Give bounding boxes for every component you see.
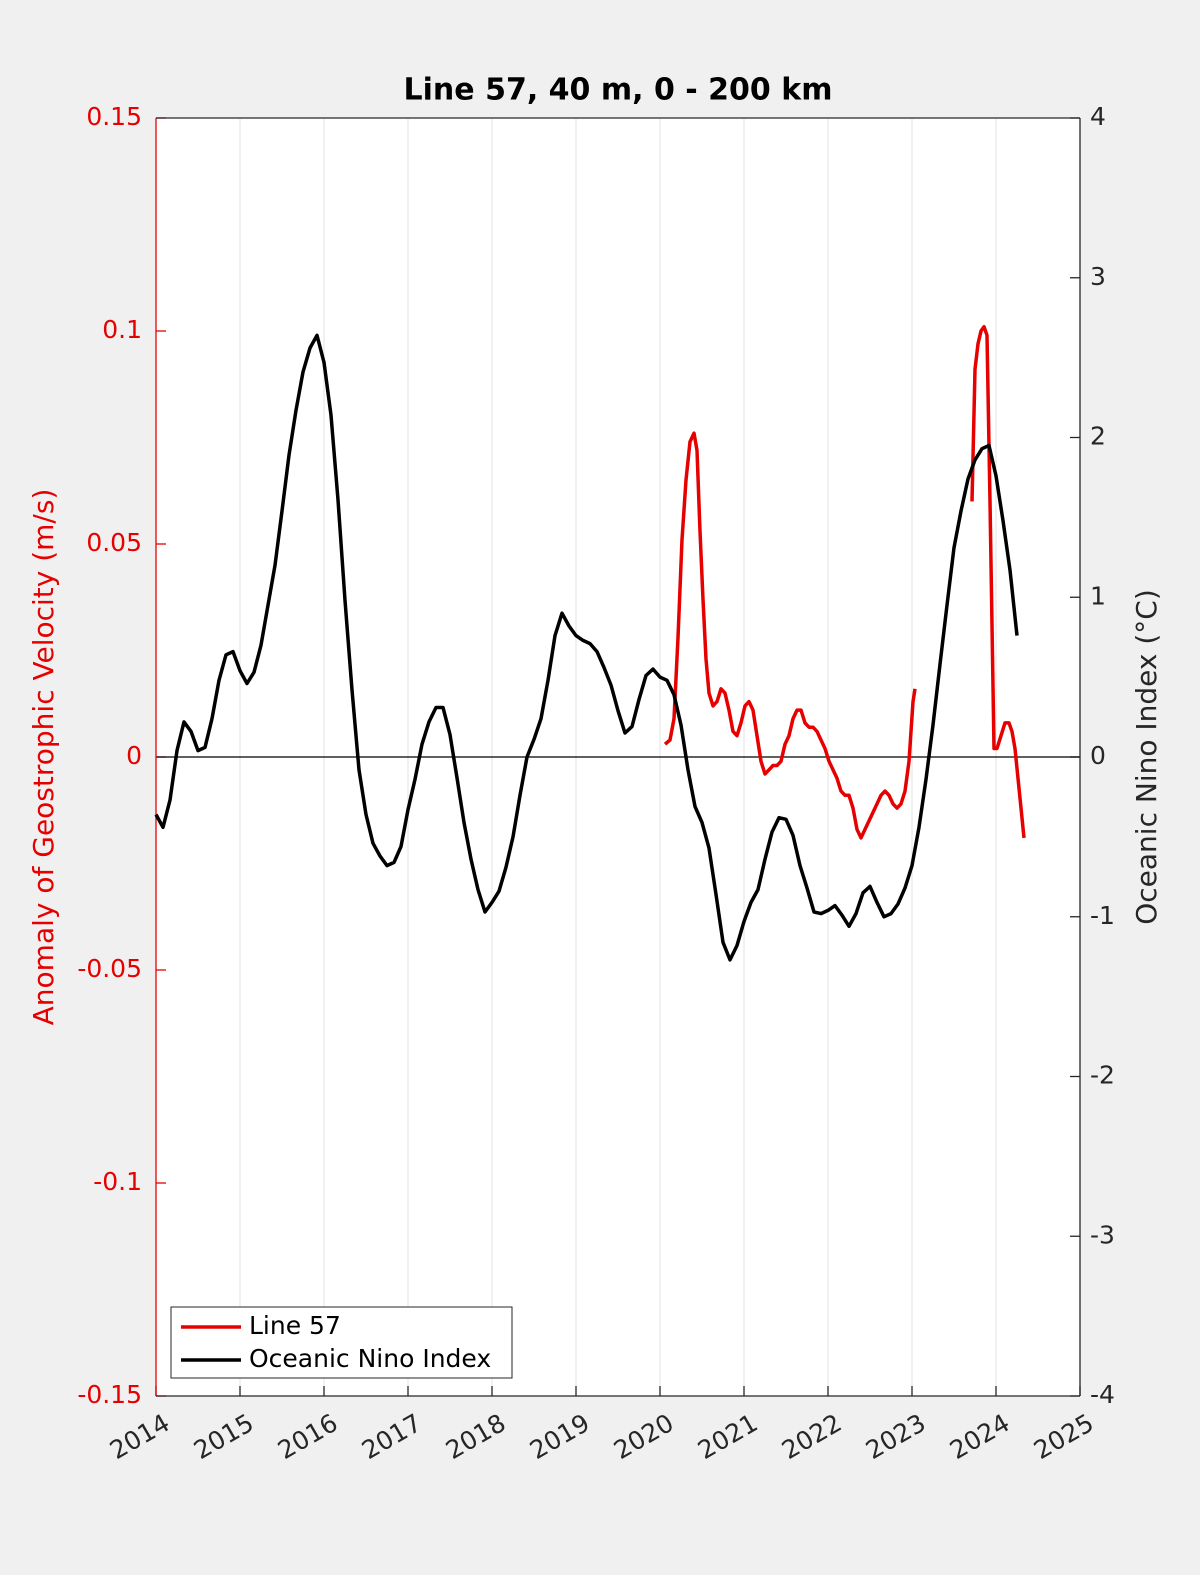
y2-tick-label: 0 xyxy=(1090,741,1106,770)
x-tick-label: 2017 xyxy=(357,1408,427,1465)
y-tick-label: -0.1 xyxy=(93,1167,142,1196)
data-line xyxy=(154,333,1019,962)
y-tick-label: 0.05 xyxy=(86,528,142,557)
y-axis-label: Anomaly of Geostrophic Velocity (m/s) xyxy=(27,489,60,1026)
y-tick-label: 0.1 xyxy=(102,315,142,344)
x-tick-label: 2020 xyxy=(609,1408,679,1465)
y2-tick-label: 4 xyxy=(1090,102,1106,131)
legend-box xyxy=(170,1306,513,1379)
data-line xyxy=(970,324,1026,839)
y2-tick-label: 2 xyxy=(1090,422,1106,451)
y-tick-label: 0 xyxy=(126,741,142,770)
x-tick-label: 2014 xyxy=(105,1408,175,1465)
x-tick-label: 2022 xyxy=(777,1408,847,1465)
y2-axis-label: Oceanic Nino Index (°C) xyxy=(1130,589,1163,925)
y2-tick-label: -1 xyxy=(1090,901,1115,930)
chart-title: Line 57, 40 m, 0 - 200 km xyxy=(404,73,833,108)
x-tick-label: 2019 xyxy=(525,1408,595,1465)
data-line xyxy=(663,431,917,840)
y-tick-label: -0.15 xyxy=(77,1380,142,1409)
y-tick-label: -0.05 xyxy=(77,954,142,983)
y-tick-label: 0.15 xyxy=(86,102,142,131)
y2-tick-label: 3 xyxy=(1090,262,1106,291)
y2-tick-label: -2 xyxy=(1090,1061,1115,1090)
x-tick-label: 2015 xyxy=(189,1408,259,1465)
x-tick-label: 2025 xyxy=(1029,1408,1099,1465)
x-tick-label: 2024 xyxy=(945,1408,1015,1465)
legend-label: Oceanic Nino Index xyxy=(249,1344,491,1373)
y2-tick-label: 1 xyxy=(1090,581,1106,610)
x-tick-label: 2016 xyxy=(273,1408,343,1465)
x-tick-label: 2021 xyxy=(693,1408,763,1465)
y2-tick-label: -3 xyxy=(1090,1220,1115,1249)
legend-label: Line 57 xyxy=(249,1311,341,1340)
y2-tick-label: -4 xyxy=(1090,1380,1115,1409)
x-tick-label: 2018 xyxy=(441,1408,511,1465)
x-tick-label: 2023 xyxy=(861,1408,931,1465)
